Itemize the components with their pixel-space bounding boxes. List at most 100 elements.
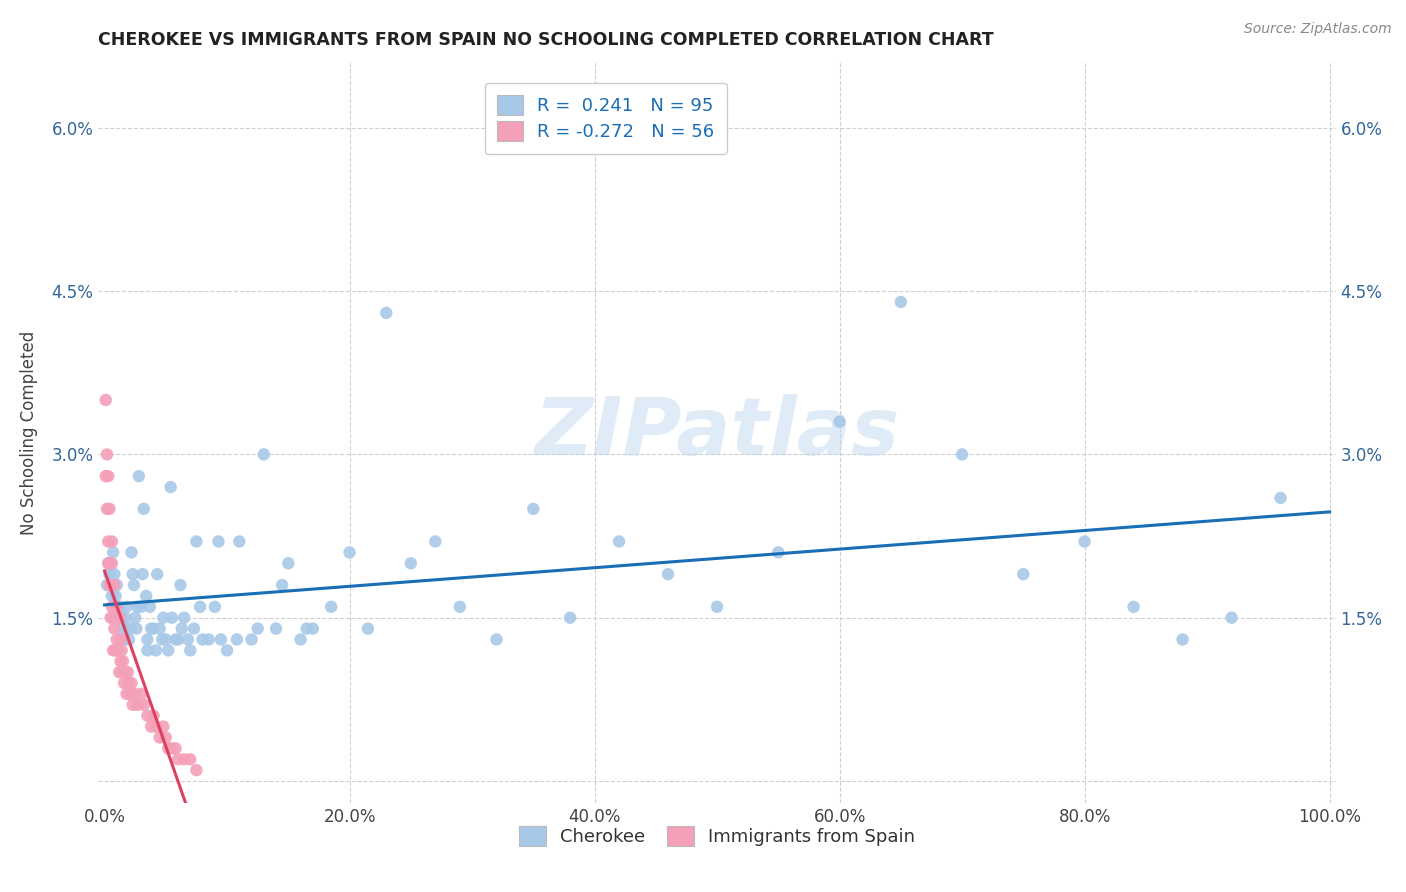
Point bbox=[167, 632, 190, 647]
Point bbox=[197, 632, 219, 647]
Point bbox=[110, 599, 132, 614]
Point bbox=[103, 622, 125, 636]
Point bbox=[94, 392, 117, 407]
Point bbox=[103, 578, 125, 592]
Point bbox=[129, 687, 152, 701]
Point bbox=[828, 415, 851, 429]
Point bbox=[100, 578, 122, 592]
Point bbox=[485, 632, 508, 647]
Point bbox=[271, 578, 294, 592]
Point bbox=[177, 632, 200, 647]
Point bbox=[179, 752, 201, 766]
Point bbox=[132, 501, 155, 516]
Point bbox=[169, 578, 191, 592]
Point bbox=[1073, 534, 1095, 549]
Point bbox=[97, 556, 120, 570]
Point bbox=[149, 622, 172, 636]
Point bbox=[105, 578, 128, 592]
Point bbox=[522, 501, 544, 516]
Point bbox=[215, 643, 238, 657]
Point bbox=[149, 731, 172, 745]
Point bbox=[101, 643, 124, 657]
Point bbox=[98, 578, 121, 592]
Point bbox=[118, 676, 141, 690]
Point bbox=[375, 306, 398, 320]
Point bbox=[225, 632, 247, 647]
Point bbox=[145, 720, 167, 734]
Point bbox=[321, 599, 343, 614]
Point bbox=[120, 687, 142, 701]
Point bbox=[101, 534, 124, 549]
Point bbox=[127, 599, 149, 614]
Point bbox=[101, 599, 124, 614]
Point bbox=[104, 643, 127, 657]
Point bbox=[1270, 491, 1292, 505]
Point bbox=[165, 741, 187, 756]
Point bbox=[96, 447, 118, 461]
Text: CHEROKEE VS IMMIGRANTS FROM SPAIN NO SCHOOLING COMPLETED CORRELATION CHART: CHEROKEE VS IMMIGRANTS FROM SPAIN NO SCH… bbox=[98, 31, 994, 49]
Point bbox=[103, 567, 125, 582]
Point bbox=[128, 469, 150, 483]
Point bbox=[228, 534, 250, 549]
Point bbox=[950, 447, 973, 461]
Point bbox=[124, 687, 146, 701]
Point bbox=[114, 610, 136, 624]
Point bbox=[117, 622, 139, 636]
Point bbox=[101, 610, 124, 624]
Point bbox=[97, 556, 120, 570]
Point bbox=[115, 599, 138, 614]
Point bbox=[139, 622, 162, 636]
Point bbox=[657, 567, 679, 582]
Point bbox=[114, 665, 136, 680]
Point bbox=[129, 599, 152, 614]
Point bbox=[186, 763, 208, 777]
Point bbox=[132, 698, 155, 712]
Point bbox=[110, 632, 132, 647]
Point bbox=[155, 731, 177, 745]
Point bbox=[146, 567, 169, 582]
Point bbox=[1171, 632, 1194, 647]
Point bbox=[96, 578, 118, 592]
Point bbox=[136, 708, 159, 723]
Point bbox=[124, 610, 146, 624]
Point bbox=[152, 610, 174, 624]
Point bbox=[1122, 599, 1144, 614]
Point bbox=[98, 501, 121, 516]
Point bbox=[111, 622, 134, 636]
Point bbox=[100, 578, 122, 592]
Point bbox=[107, 643, 129, 657]
Point bbox=[173, 752, 195, 766]
Point bbox=[101, 589, 124, 603]
Point bbox=[209, 632, 232, 647]
Point bbox=[111, 665, 134, 680]
Point bbox=[107, 599, 129, 614]
Point bbox=[97, 469, 120, 483]
Point bbox=[167, 752, 190, 766]
Point bbox=[120, 622, 142, 636]
Point bbox=[277, 556, 299, 570]
Point bbox=[160, 741, 183, 756]
Y-axis label: No Schooling Completed: No Schooling Completed bbox=[20, 331, 38, 534]
Point bbox=[188, 599, 211, 614]
Point bbox=[118, 632, 141, 647]
Point bbox=[425, 534, 447, 549]
Point bbox=[339, 545, 361, 559]
Point bbox=[97, 534, 120, 549]
Point bbox=[101, 556, 124, 570]
Legend: Cherokee, Immigrants from Spain: Cherokee, Immigrants from Spain bbox=[512, 819, 922, 853]
Point bbox=[204, 599, 226, 614]
Point bbox=[110, 654, 132, 668]
Point bbox=[157, 643, 180, 657]
Point bbox=[449, 599, 471, 614]
Text: Source: ZipAtlas.com: Source: ZipAtlas.com bbox=[1244, 22, 1392, 37]
Point bbox=[170, 622, 193, 636]
Point bbox=[112, 632, 135, 647]
Text: ZIPatlas: ZIPatlas bbox=[534, 393, 900, 472]
Point bbox=[173, 610, 195, 624]
Point bbox=[191, 632, 214, 647]
Point bbox=[121, 698, 143, 712]
Point bbox=[890, 295, 912, 310]
Point bbox=[165, 632, 187, 647]
Point bbox=[706, 599, 728, 614]
Point bbox=[136, 643, 159, 657]
